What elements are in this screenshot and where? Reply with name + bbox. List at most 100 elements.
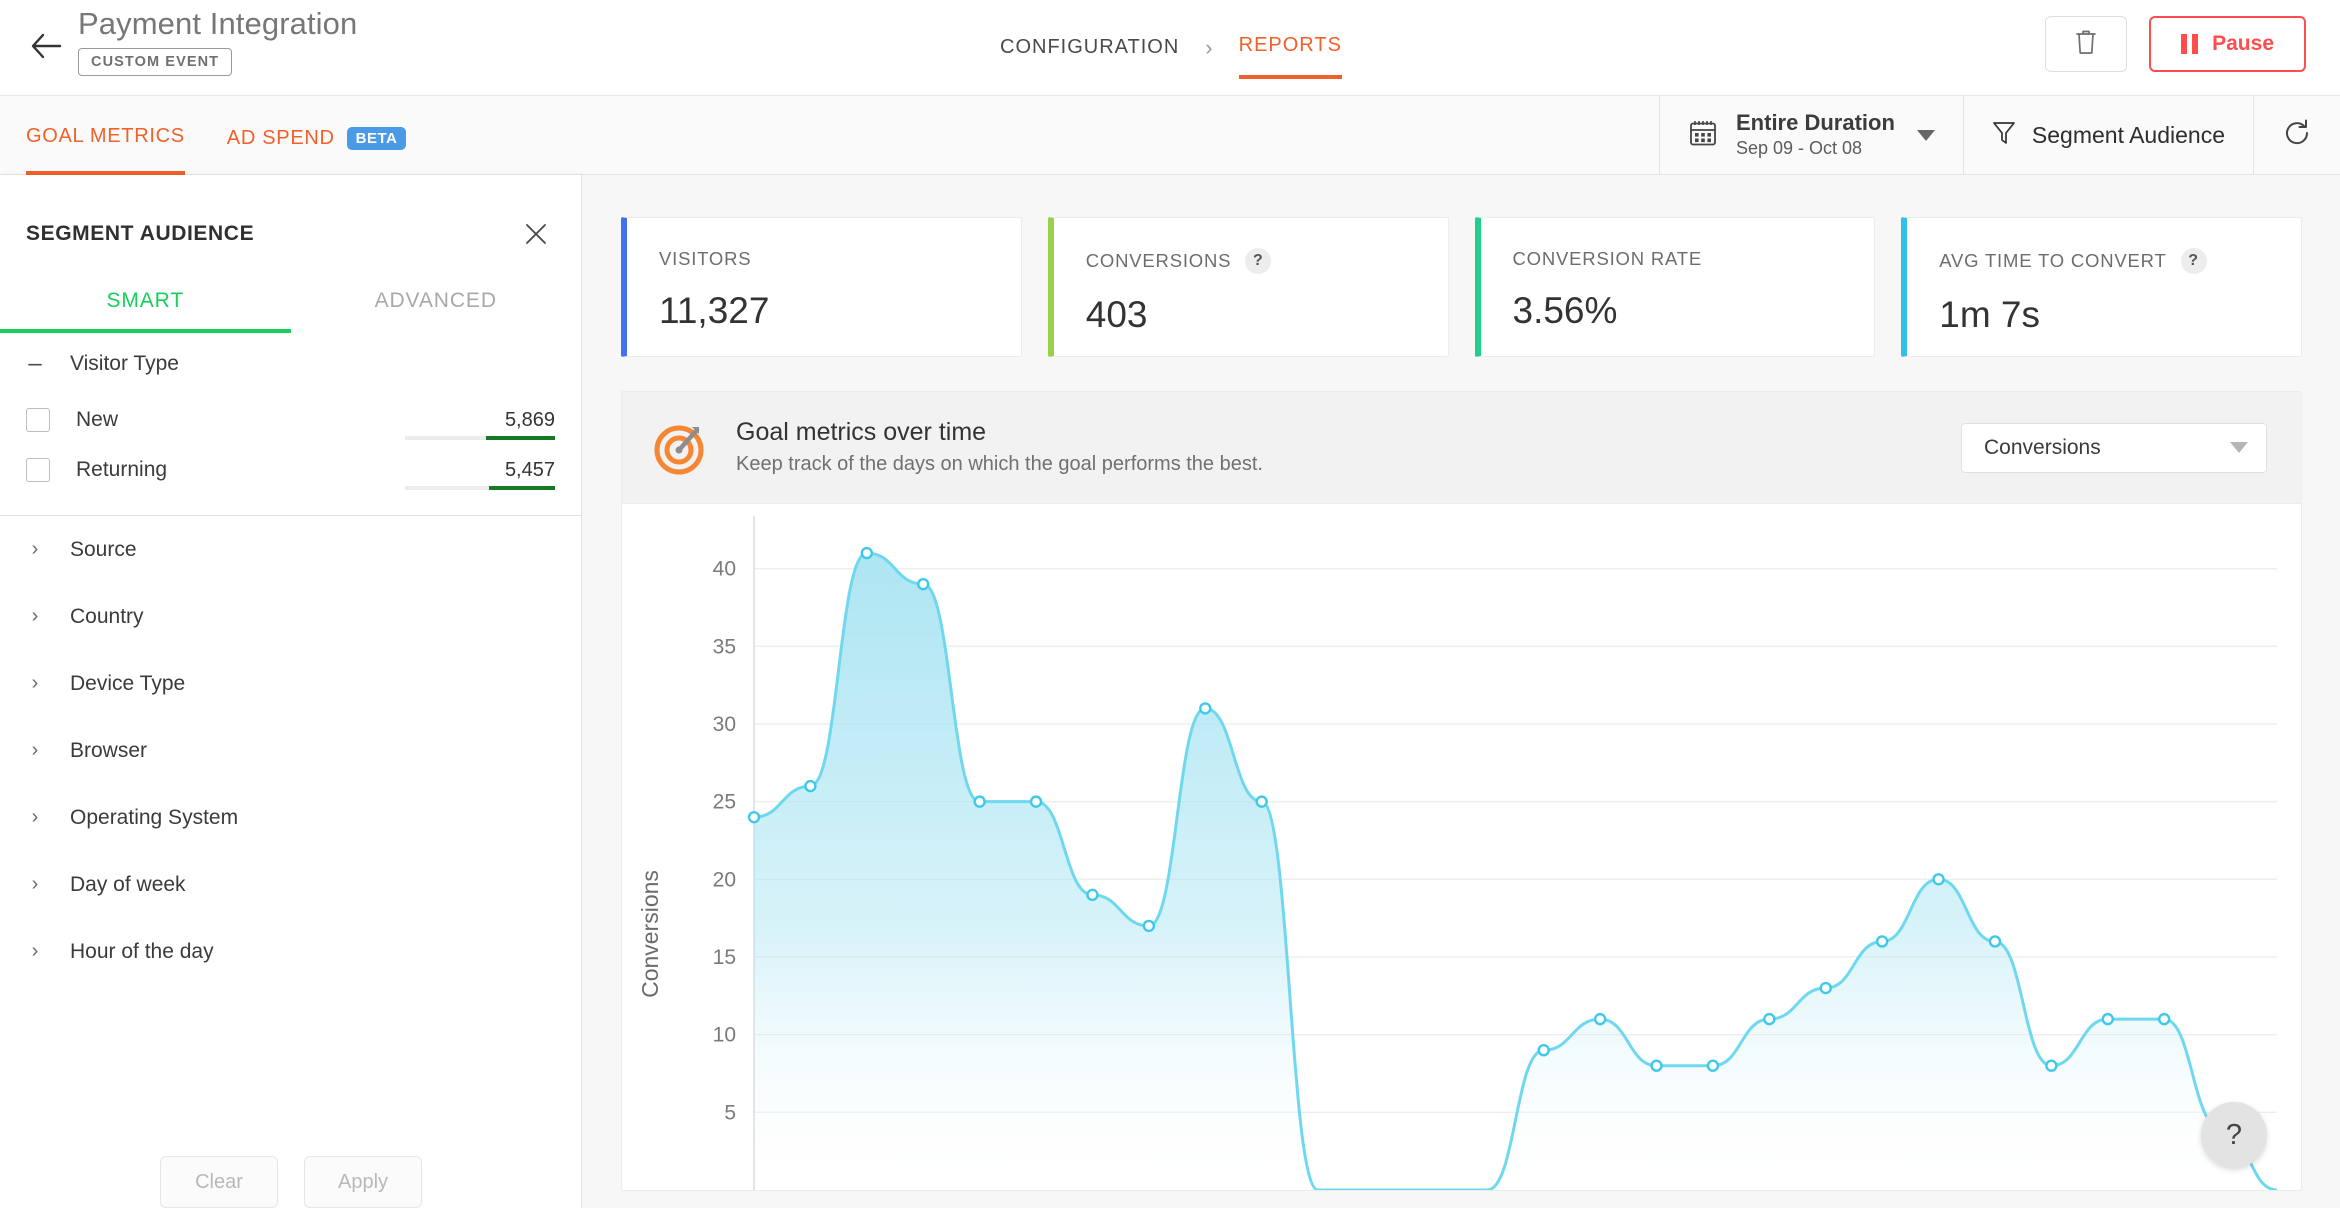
chevron-down-icon: [2230, 442, 2248, 453]
main-content: VISITORS 11,327 CONVERSIONS ? 403 CONVER…: [583, 175, 2340, 1208]
chevron-right-icon: ›: [31, 806, 39, 828]
progress-track: [405, 485, 555, 490]
chart-data-point[interactable]: [1255, 795, 1268, 808]
chart-data-point[interactable]: [1199, 702, 1212, 715]
list-item[interactable]: Returning 5,457: [0, 445, 581, 495]
chevron-down-icon: [1916, 129, 1935, 141]
sidebar-item-source-label: Source: [70, 537, 137, 561]
tab-smart[interactable]: SMART: [0, 289, 291, 333]
sidebar-item-operating-system[interactable]: › Operating System: [0, 784, 581, 851]
chart-data-point[interactable]: [860, 546, 874, 560]
breadcrumb-reports[interactable]: REPORTS: [1238, 34, 1342, 79]
chart-data-point[interactable]: [1537, 1043, 1550, 1057]
sidebar-item-day-of-week[interactable]: › Day of week: [0, 851, 581, 918]
chart-data-point[interactable]: [1142, 919, 1156, 933]
conversions-area-chart: 5 10 15 20 25 30 35 40 Conversions ?: [622, 504, 2301, 1192]
sidebar-item-browser-label: Browser: [70, 738, 148, 762]
tab-advanced[interactable]: ADVANCED: [374, 289, 497, 312]
help-icon[interactable]: ?: [1245, 248, 1272, 274]
y-axis-tick: 25: [713, 791, 736, 814]
goal-metrics-panel-header: Goal metrics over time Keep track of the…: [622, 392, 2301, 504]
minus-icon: –: [28, 350, 42, 377]
list-item[interactable]: New 5,869: [0, 395, 581, 445]
checkbox-returning[interactable]: [26, 458, 50, 482]
close-icon[interactable]: [521, 219, 551, 249]
metric-card-conversion-rate-value: 3.56%: [1512, 290, 1618, 331]
chart-data-point[interactable]: [2101, 1012, 2114, 1026]
metric-card-avg-time-label: AVG TIME TO CONVERT ?: [1939, 248, 2301, 274]
group-visitor-type[interactable]: – Visitor Type: [0, 333, 581, 395]
chart-data-point[interactable]: [1706, 1059, 1720, 1072]
panel-heading: Goal metrics over time: [736, 418, 987, 446]
top-header: Payment Integration CUSTOM EVENT CONFIGU…: [0, 0, 2340, 96]
breadcrumb: CONFIGURATION › REPORTS: [1000, 34, 1342, 79]
chart-data-point[interactable]: [1819, 981, 1832, 995]
checkbox-new[interactable]: [26, 408, 50, 432]
sidebar-item-operating-system-label: Operating System: [70, 805, 239, 829]
progress-track: [405, 435, 555, 440]
beta-badge: BETA: [346, 127, 407, 150]
event-type-badge: CUSTOM EVENT: [78, 48, 233, 76]
sidebar-item-browser[interactable]: › Browser: [0, 717, 581, 784]
sidebar-item-hour-of-the-day-label: Hour of the day: [70, 939, 214, 963]
chevron-right-icon: ›: [31, 605, 39, 627]
option-returning-label: Returning: [76, 458, 168, 481]
chart-data-point[interactable]: [2157, 1012, 2171, 1026]
delete-button[interactable]: [2045, 16, 2128, 72]
chart-data-point[interactable]: [2045, 1059, 2058, 1072]
metric-card-visitors: VISITORS 11,327: [621, 217, 1022, 357]
option-new-label: New: [76, 408, 119, 431]
chart-data-point[interactable]: [747, 810, 761, 824]
chevron-right-icon: ›: [1205, 34, 1213, 60]
metric-label-text: CONVERSION RATE: [1512, 248, 1702, 269]
metric-dropdown-value: Conversions: [1984, 435, 2101, 459]
tab-goal-metrics[interactable]: GOAL METRICS: [26, 96, 185, 175]
chevron-right-icon: ›: [31, 538, 39, 560]
chart-data-point[interactable]: [1593, 1012, 1607, 1026]
breadcrumb-configuration[interactable]: CONFIGURATION: [1000, 36, 1180, 58]
progress-fill: [489, 485, 555, 490]
chart-data-point[interactable]: [1988, 935, 2002, 948]
segment-audience-label: Segment Audience: [2031, 121, 2225, 148]
chart-data-point[interactable]: [1086, 888, 1099, 902]
panel-tabs: SMART ADVANCED: [0, 289, 581, 333]
sidebar-item-country[interactable]: › Country: [0, 583, 581, 650]
sidebar-item-day-of-week-label: Day of week: [70, 872, 186, 896]
sidebar-item-device-type[interactable]: › Device Type: [0, 650, 581, 717]
pause-button[interactable]: Pause: [2149, 16, 2306, 72]
chart-data-point[interactable]: [1650, 1059, 1663, 1072]
back-arrow-icon[interactable]: [28, 28, 64, 64]
y-axis-tick: 40: [713, 558, 736, 581]
tab-goal-metrics-label: GOAL METRICS: [26, 125, 185, 147]
chart-data-point[interactable]: [804, 779, 817, 793]
chart-data-point[interactable]: [1932, 873, 1945, 886]
panel-title-block: Goal metrics over time Keep track of the…: [736, 416, 1961, 479]
chart-data-point[interactable]: [1763, 1012, 1776, 1026]
chevron-right-icon: ›: [31, 940, 39, 962]
date-range-title: Entire Duration: [1736, 110, 1895, 135]
date-range-selector[interactable]: Entire Duration Sep 09 - Oct 08: [1659, 96, 1963, 174]
chevron-right-icon: ›: [31, 672, 39, 694]
chart-data-point[interactable]: [1875, 935, 1889, 948]
goal-metrics-panel: Goal metrics over time Keep track of the…: [621, 391, 2302, 1192]
chevron-right-icon: ›: [31, 873, 39, 895]
tab-ad-spend-label: AD SPEND: [226, 127, 335, 149]
help-icon[interactable]: ?: [2180, 248, 2207, 274]
help-fab-button[interactable]: ?: [2201, 1102, 2267, 1168]
clear-button[interactable]: Clear: [160, 1156, 278, 1208]
apply-button[interactable]: Apply: [304, 1156, 422, 1208]
segment-audience-button[interactable]: Segment Audience: [1962, 96, 2253, 174]
header-actions: Pause: [2045, 16, 2306, 72]
sidebar-item-hour-of-the-day[interactable]: › Hour of the day: [0, 918, 581, 985]
metric-dropdown[interactable]: Conversions: [1961, 422, 2267, 473]
panel-title: SEGMENT AUDIENCE: [26, 222, 255, 245]
refresh-button[interactable]: [2253, 96, 2340, 174]
chart-data-point[interactable]: [917, 577, 930, 591]
report-tabs: GOAL METRICS AD SPEND BETA: [26, 96, 407, 175]
sidebar-item-source[interactable]: › Source: [0, 516, 581, 583]
chart-data-point[interactable]: [1029, 795, 1043, 808]
refresh-icon: [2282, 118, 2312, 153]
tab-ad-spend[interactable]: AD SPEND BETA: [227, 96, 407, 175]
y-axis-tick: 30: [713, 713, 736, 736]
chart-data-point[interactable]: [973, 795, 986, 808]
